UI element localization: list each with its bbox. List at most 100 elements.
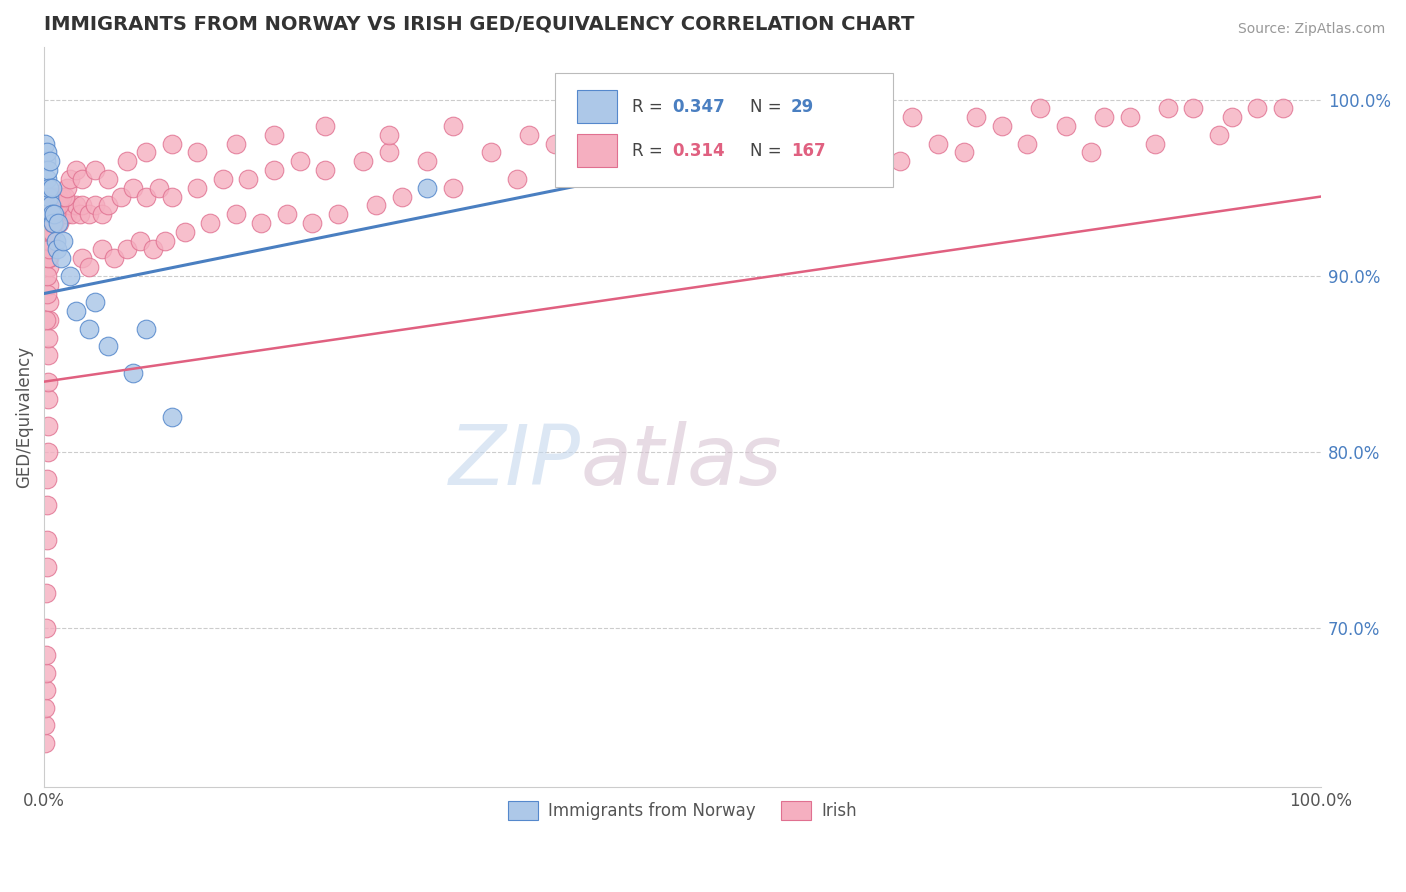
Point <box>103 252 125 266</box>
Point <box>37 392 59 407</box>
Point <box>441 119 464 133</box>
Point <box>225 136 247 151</box>
Point <box>38 243 60 257</box>
Point <box>263 128 285 142</box>
Point <box>72 252 94 266</box>
Point <box>37 348 59 362</box>
Point <box>65 163 87 178</box>
Point <box>41 225 63 239</box>
Point <box>45 198 67 212</box>
Text: N =: N = <box>751 97 787 116</box>
Point <box>569 163 592 178</box>
Point <box>41 207 63 221</box>
Point <box>52 198 75 212</box>
Point <box>38 234 60 248</box>
Point <box>441 180 464 194</box>
Legend: Immigrants from Norway, Irish: Immigrants from Norway, Irish <box>502 795 863 827</box>
Point <box>671 145 693 160</box>
Point <box>544 136 567 151</box>
Point <box>326 207 349 221</box>
Point <box>59 172 82 186</box>
Point <box>952 145 974 160</box>
Point <box>65 304 87 318</box>
Point <box>391 189 413 203</box>
Point <box>84 198 107 212</box>
Point <box>46 189 69 203</box>
Point <box>965 110 987 124</box>
Point <box>41 207 63 221</box>
Point <box>38 252 60 266</box>
Point <box>41 216 63 230</box>
Point <box>37 163 59 178</box>
Text: Source: ZipAtlas.com: Source: ZipAtlas.com <box>1237 22 1385 37</box>
Point <box>45 243 67 257</box>
Point <box>51 207 73 221</box>
Point <box>77 322 100 336</box>
Point <box>633 154 655 169</box>
Point <box>38 313 60 327</box>
Point <box>46 216 69 230</box>
Point <box>35 665 58 680</box>
Point <box>97 339 120 353</box>
Point <box>517 128 540 142</box>
Point <box>60 207 83 221</box>
Point <box>889 154 911 169</box>
Point <box>128 234 150 248</box>
Point <box>59 268 82 283</box>
Text: 167: 167 <box>792 142 825 160</box>
Point <box>1220 110 1243 124</box>
Text: ZIP: ZIP <box>449 421 581 502</box>
Point <box>37 472 59 486</box>
Point <box>48 207 70 221</box>
Point <box>42 207 65 221</box>
Point <box>59 198 82 212</box>
Point <box>863 128 886 142</box>
Point <box>35 586 58 600</box>
Point <box>77 260 100 274</box>
Point <box>1080 145 1102 160</box>
Point <box>378 145 401 160</box>
FancyBboxPatch shape <box>555 72 893 187</box>
Point <box>1144 136 1167 151</box>
Point <box>38 295 60 310</box>
Point <box>314 119 336 133</box>
Point <box>1092 110 1115 124</box>
Point <box>35 559 58 574</box>
Point <box>42 198 65 212</box>
Point <box>37 418 59 433</box>
Point <box>45 207 67 221</box>
Point <box>39 216 62 230</box>
Point <box>39 216 62 230</box>
Point <box>42 207 65 221</box>
Point <box>38 243 60 257</box>
Point <box>34 736 56 750</box>
Point <box>671 128 693 142</box>
Point <box>56 207 79 221</box>
Point <box>41 198 63 212</box>
Point <box>1118 110 1140 124</box>
Point <box>42 189 65 203</box>
Point <box>160 136 183 151</box>
Point <box>38 180 60 194</box>
Point <box>37 252 59 266</box>
Point <box>44 207 66 221</box>
Point <box>582 119 605 133</box>
Point <box>838 119 860 133</box>
Point <box>35 286 58 301</box>
Text: R =: R = <box>631 142 668 160</box>
Point <box>1246 101 1268 115</box>
Point <box>39 207 62 221</box>
Point <box>51 189 73 203</box>
Y-axis label: GED/Equivalency: GED/Equivalency <box>15 346 32 488</box>
Point <box>37 330 59 344</box>
Point <box>38 277 60 292</box>
Point <box>84 295 107 310</box>
Point <box>72 172 94 186</box>
Bar <box>576 134 617 168</box>
Point <box>39 198 62 212</box>
Point <box>155 234 177 248</box>
Point <box>173 225 195 239</box>
Text: R =: R = <box>631 97 668 116</box>
Point <box>45 198 67 212</box>
Point <box>645 128 668 142</box>
